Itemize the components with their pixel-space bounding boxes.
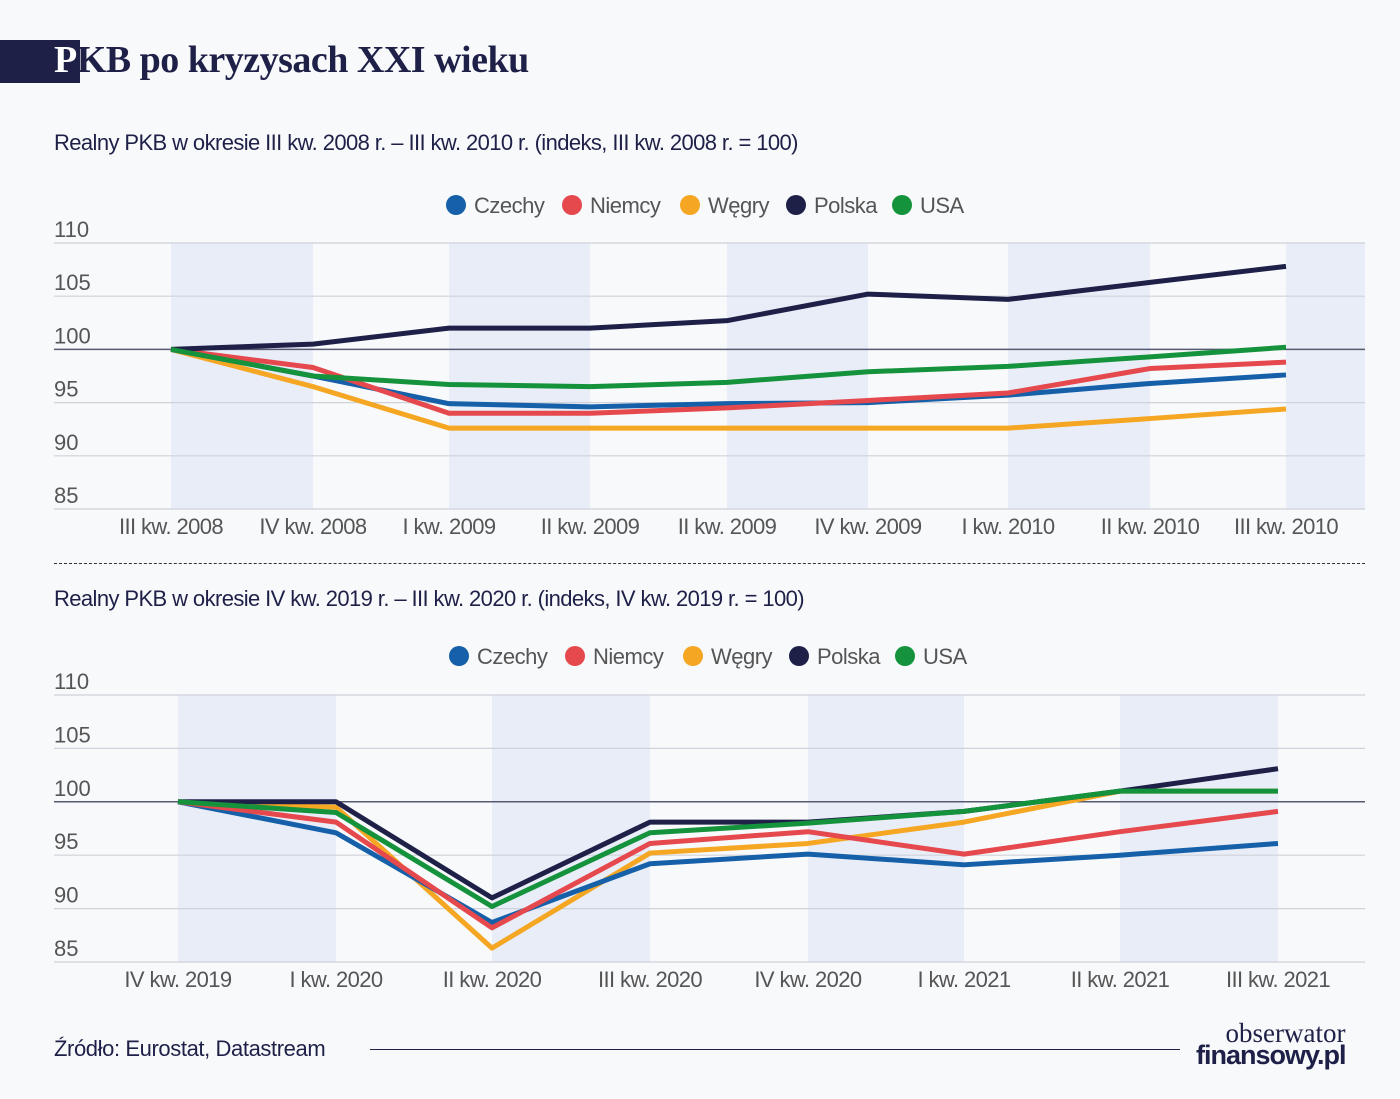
series-line-Polska	[170, 263, 1287, 352]
legend-label: Węgry	[708, 193, 770, 218]
chart1-title: Realny PKB w okresie III kw. 2008 r. – I…	[54, 130, 798, 155]
x-tick-label: II kw. 2009	[541, 514, 640, 539]
y-tick-label: 95	[54, 377, 78, 402]
logo: obserwator finansowy.pl	[1196, 1018, 1347, 1070]
y-tick-label: 105	[54, 722, 91, 747]
legend-label: USA	[920, 193, 965, 218]
x-tick-label: IV kw. 2009	[814, 514, 922, 539]
legend-marker-Niemcy	[565, 646, 585, 666]
series-line-Czechy	[177, 799, 1279, 925]
legend-marker-USA	[895, 646, 915, 666]
x-tick-label: II kw. 2010	[1101, 514, 1200, 539]
band	[449, 243, 590, 509]
x-tick-label: IV kw. 2008	[259, 514, 367, 539]
legend-label: Węgry	[711, 644, 773, 669]
legend-label: Polska	[814, 193, 878, 218]
legend-label: Polska	[817, 644, 881, 669]
legend-label: Czechy	[474, 193, 545, 218]
y-tick-label: 85	[54, 936, 78, 961]
y-tick-label: 110	[54, 217, 89, 242]
divider	[54, 563, 1365, 564]
legend-label: Niemcy	[590, 193, 661, 218]
header-bar	[0, 40, 80, 83]
legend-marker-Czechy	[446, 195, 466, 215]
y-tick-label: 90	[54, 430, 78, 455]
x-tick-label: II kw. 2020	[443, 967, 542, 992]
x-tick-label: I kw. 2010	[961, 514, 1054, 539]
x-tick-label: I kw. 2020	[289, 967, 382, 992]
legend-marker-Niemcy	[562, 195, 582, 215]
y-tick-label: 100	[54, 323, 91, 348]
legend-label: Czechy	[477, 644, 548, 669]
band	[1286, 243, 1365, 509]
y-tick-label: 100	[54, 776, 91, 801]
x-tick-label: I kw. 2009	[402, 514, 495, 539]
x-tick-label: III kw. 2020	[598, 967, 702, 992]
x-tick-label: III kw. 2021	[1226, 967, 1330, 992]
legend-marker-Węgry	[680, 195, 700, 215]
legend-marker-Polska	[786, 195, 806, 215]
x-tick-label: IV kw. 2020	[754, 967, 862, 992]
y-tick-label: 95	[54, 829, 78, 854]
legend-marker-USA	[892, 195, 912, 215]
x-tick-label: I kw. 2021	[917, 967, 1010, 992]
x-tick-label: II kw. 2009	[678, 514, 777, 539]
x-tick-label: III kw. 2010	[1234, 514, 1338, 539]
x-tick-label: III kw. 2008	[119, 514, 223, 539]
y-tick-label: 110	[54, 669, 89, 694]
x-tick-label: II kw. 2021	[1071, 967, 1170, 992]
legend-marker-Polska	[789, 646, 809, 666]
y-tick-label: 90	[54, 883, 78, 908]
legend-label: Niemcy	[593, 644, 664, 669]
chart2-title: Realny PKB w okresie IV kw. 2019 r. – II…	[54, 586, 805, 611]
page-title: PKB po kryzysach XXI wieku	[54, 39, 529, 81]
y-tick-label: 85	[54, 483, 78, 508]
legend-marker-Czechy	[449, 646, 469, 666]
legend-label: USA	[923, 644, 968, 669]
series-line-Niemcy	[170, 346, 1287, 416]
series-line-Niemcy	[177, 799, 1279, 931]
band	[492, 695, 650, 962]
y-tick-label: 105	[54, 270, 91, 295]
series-line-USA	[170, 344, 1287, 390]
band	[171, 243, 313, 509]
x-tick-label: IV kw. 2019	[124, 967, 232, 992]
series-line-USA	[177, 788, 1278, 909]
legend-marker-Węgry	[683, 646, 703, 666]
source-note: Źródło: Eurostat, Datastream	[54, 1036, 326, 1061]
series-line-Węgry	[170, 346, 1287, 431]
source-rule	[370, 1049, 1180, 1050]
band	[808, 695, 964, 962]
